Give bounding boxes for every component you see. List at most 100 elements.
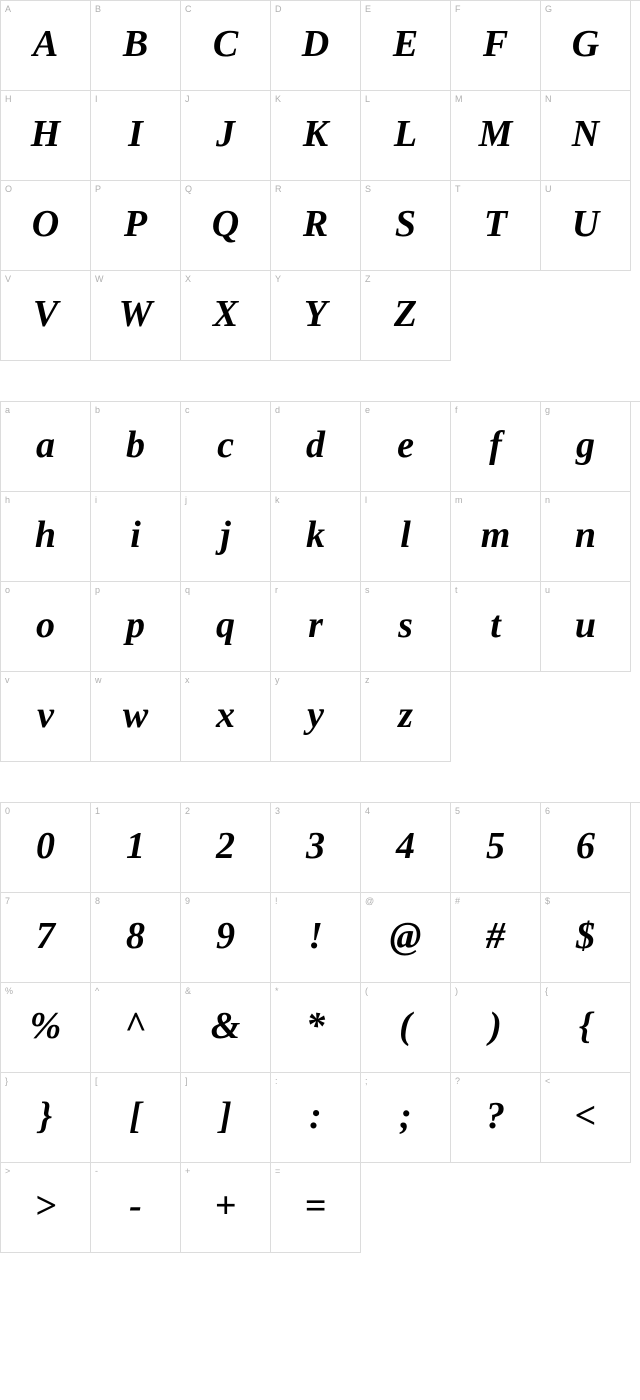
glyph-cell: -- [91, 1163, 181, 1253]
cell-glyph: 4 [396, 827, 415, 865]
cell-glyph: x [216, 696, 235, 734]
cell-glyph: S [395, 205, 416, 243]
cell-label: 0 [5, 806, 10, 816]
cell-label: J [185, 94, 190, 104]
glyph-cell: ?? [451, 1073, 541, 1163]
cell-glyph: a [36, 426, 55, 464]
glyph-cell: VV [1, 271, 91, 361]
glyph-cell: NN [541, 91, 631, 181]
section-lowercase: aabbccddeeffgghhiijjkkllmmnnooppqqrrsstt… [0, 401, 640, 762]
cell-glyph: N [572, 115, 599, 153]
cell-label: j [185, 495, 187, 505]
glyph-cell: $$ [541, 893, 631, 983]
glyph-cell: rr [271, 582, 361, 672]
cell-label: 4 [365, 806, 370, 816]
cell-glyph: H [31, 115, 61, 153]
glyph-cell: zz [361, 672, 451, 762]
cell-glyph: + [215, 1187, 237, 1225]
cell-label: E [365, 4, 371, 14]
glyph-cell: jj [181, 492, 271, 582]
cell-glyph: b [126, 426, 145, 464]
cell-glyph: G [572, 25, 599, 63]
glyph-cell: II [91, 91, 181, 181]
glyph-grid: aabbccddeeffgghhiijjkkllmmnnooppqqrrsstt… [0, 401, 640, 762]
cell-glyph: F [483, 25, 508, 63]
cell-glyph: Y [304, 295, 327, 333]
cell-glyph: @ [390, 917, 422, 955]
glyph-cell: && [181, 983, 271, 1073]
cell-label: M [455, 94, 463, 104]
cell-glyph: ? [486, 1097, 505, 1135]
glyph-cell: ZZ [361, 271, 451, 361]
glyph-cell: JJ [181, 91, 271, 181]
cell-label: $ [545, 896, 550, 906]
glyph-cell: mm [451, 492, 541, 582]
glyph-cell: LL [361, 91, 451, 181]
cell-glyph: ( [399, 1007, 412, 1045]
glyph-cell: XX [181, 271, 271, 361]
glyph-cell: SS [361, 181, 451, 271]
glyph-cell: kk [271, 492, 361, 582]
cell-glyph: h [35, 516, 56, 554]
cell-glyph: # [486, 917, 505, 955]
cell-label: D [275, 4, 282, 14]
glyph-cell: ## [451, 893, 541, 983]
cell-label: - [95, 1166, 98, 1176]
glyph-cell: :: [271, 1073, 361, 1163]
cell-glyph: & [211, 1007, 241, 1045]
glyph-grid: 00112233445566778899!!@@##$$%%^^&&**(())… [0, 802, 640, 1253]
cell-label: + [185, 1166, 190, 1176]
glyph-cell: 66 [541, 803, 631, 893]
glyph-cell: RR [271, 181, 361, 271]
cell-label: I [95, 94, 98, 104]
cell-label: * [275, 986, 279, 996]
cell-label: w [95, 675, 102, 685]
cell-glyph: e [397, 426, 414, 464]
cell-glyph: : [309, 1097, 322, 1135]
cell-glyph: 8 [126, 917, 145, 955]
cell-glyph: R [303, 205, 328, 243]
cell-label: o [5, 585, 10, 595]
glyph-cell: !! [271, 893, 361, 983]
cell-label: Q [185, 184, 192, 194]
cell-glyph: o [36, 606, 55, 644]
cell-label: < [545, 1076, 550, 1086]
glyph-cell: KK [271, 91, 361, 181]
cell-label: C [185, 4, 192, 14]
cell-glyph: J [216, 115, 235, 153]
cell-glyph: 7 [36, 917, 55, 955]
cell-label: h [5, 495, 10, 505]
glyph-cell: EE [361, 1, 451, 91]
cell-label: : [275, 1076, 278, 1086]
glyph-cell: MM [451, 91, 541, 181]
glyph-cell: @@ [361, 893, 451, 983]
glyph-cell: YY [271, 271, 361, 361]
glyph-cell: 88 [91, 893, 181, 983]
cell-label: O [5, 184, 12, 194]
character-map: AABBCCDDEEFFGGHHIIJJKKLLMMNNOOPPQQRRSSTT… [0, 0, 640, 1253]
cell-label: z [365, 675, 370, 685]
glyph-cell: gg [541, 402, 631, 492]
glyph-cell: QQ [181, 181, 271, 271]
cell-label: = [275, 1166, 280, 1176]
glyph-cell: ee [361, 402, 451, 492]
cell-glyph: P [124, 205, 147, 243]
glyph-cell: ff [451, 402, 541, 492]
glyph-cell: 22 [181, 803, 271, 893]
glyph-cell: ;; [361, 1073, 451, 1163]
glyph-cell: 55 [451, 803, 541, 893]
cell-label: ] [185, 1076, 188, 1086]
cell-label: N [545, 94, 552, 104]
glyph-cell: ss [361, 582, 451, 672]
cell-glyph: $ [576, 917, 595, 955]
cell-glyph: f [489, 426, 502, 464]
cell-label: ^ [95, 986, 99, 996]
cell-label: ; [365, 1076, 368, 1086]
cell-glyph: A [33, 25, 58, 63]
glyph-cell: ii [91, 492, 181, 582]
cell-glyph: 9 [216, 917, 235, 955]
cell-label: c [185, 405, 190, 415]
cell-label: { [545, 986, 548, 996]
cell-glyph: m [481, 516, 511, 554]
cell-glyph: q [216, 606, 235, 644]
